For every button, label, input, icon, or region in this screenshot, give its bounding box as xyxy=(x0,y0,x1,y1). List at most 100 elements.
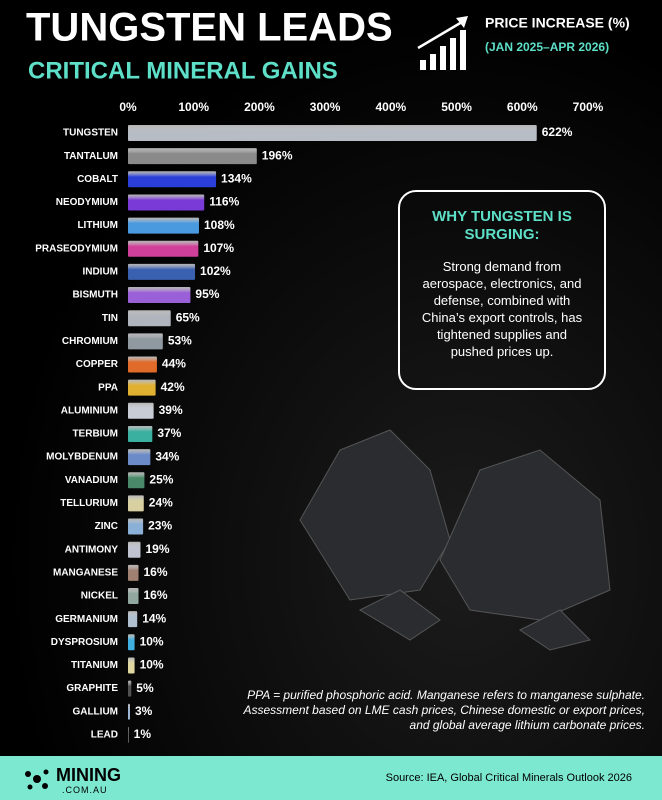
value-label: 23% xyxy=(148,519,172,533)
category-label: TANTALUM xyxy=(64,151,118,162)
value-label: 34% xyxy=(155,449,179,463)
legend-title: PRICE INCREASE (%) xyxy=(485,15,630,31)
bar xyxy=(128,194,205,211)
category-label: NEODYMIUM xyxy=(56,197,118,208)
bar xyxy=(128,425,153,442)
value-label: 95% xyxy=(195,287,219,301)
rocks xyxy=(299,429,611,651)
callout: WHY TUNGSTEN IS SURGING: Strong demand f… xyxy=(398,190,606,390)
value-label: 14% xyxy=(142,611,166,625)
x-tick-label: 100% xyxy=(178,100,209,114)
value-label: 65% xyxy=(176,310,200,324)
category-label: COPPER xyxy=(76,359,119,370)
callout-text: Strong demand from aerospace, electronic… xyxy=(421,259,583,359)
value-label: 16% xyxy=(144,565,168,579)
category-label: DYSPROSIUM xyxy=(51,637,118,648)
growth-icon xyxy=(417,16,468,70)
bar xyxy=(128,611,138,628)
value-label: 37% xyxy=(157,426,181,440)
category-label: CHROMIUM xyxy=(62,336,118,347)
bar xyxy=(128,217,199,234)
value-label: 10% xyxy=(140,634,164,648)
bar xyxy=(128,402,154,419)
bar xyxy=(128,495,144,512)
category-label: TERBIUM xyxy=(72,429,118,440)
value-label: 134% xyxy=(221,171,252,185)
value-label: 39% xyxy=(159,403,183,417)
subtitle: CRITICAL MINERAL GAINS xyxy=(28,57,338,84)
bar xyxy=(128,148,257,165)
brand: MINING xyxy=(56,765,121,785)
title: TUNGSTEN LEADS xyxy=(26,6,393,50)
x-tick-label: 300% xyxy=(310,100,341,114)
value-label: 102% xyxy=(200,264,231,278)
category-label: PPA xyxy=(98,382,118,393)
category-label: TUNGSTEN xyxy=(63,128,118,139)
bar xyxy=(128,449,151,466)
bar xyxy=(128,541,141,558)
category-label: GALLIUM xyxy=(72,706,118,717)
bar xyxy=(128,472,145,489)
value-label: 1% xyxy=(134,727,152,741)
value-label: 108% xyxy=(204,218,235,232)
source: Source: IEA, Global Critical Minerals Ou… xyxy=(385,772,632,784)
category-label: COBALT xyxy=(77,174,118,185)
bar xyxy=(128,356,157,373)
category-label: ALUMINIUM xyxy=(61,405,118,416)
bar xyxy=(128,564,139,581)
value-label: 196% xyxy=(262,148,293,162)
bar xyxy=(128,518,144,535)
callout-title: WHY TUNGSTEN IS SURGING: xyxy=(432,208,572,243)
category-label: BISMUTH xyxy=(72,290,118,301)
value-label: 53% xyxy=(168,334,192,348)
value-label: 622% xyxy=(542,125,573,139)
value-label: 44% xyxy=(162,357,186,371)
category-label: TIN xyxy=(102,313,118,324)
x-tick-label: 500% xyxy=(441,100,472,114)
bar xyxy=(128,263,196,280)
bar xyxy=(128,240,199,257)
category-label: ZINC xyxy=(95,521,118,532)
category-label: VANADIUM xyxy=(65,475,118,486)
category-label: MANGANESE xyxy=(53,567,118,578)
category-label: ANTIMONY xyxy=(65,544,119,555)
category-label: GERMANIUM xyxy=(55,614,118,625)
value-label: 10% xyxy=(140,658,164,672)
bar xyxy=(128,333,163,350)
value-label: 16% xyxy=(144,588,168,602)
x-tick-label: 200% xyxy=(244,100,275,114)
bar xyxy=(128,588,139,604)
category-label: LITHIUM xyxy=(77,220,118,231)
brand-sub: .COM.AU xyxy=(62,785,108,795)
value-label: 3% xyxy=(135,704,153,718)
period: (JAN 2025–APR 2026) xyxy=(485,40,609,54)
bar xyxy=(128,703,130,720)
bar xyxy=(128,726,129,743)
category-label: INDIUM xyxy=(82,267,118,278)
bar xyxy=(128,379,156,396)
bar xyxy=(128,657,135,674)
value-label: 25% xyxy=(149,472,173,486)
bar xyxy=(128,125,537,141)
category-label: TITANIUM xyxy=(71,660,118,671)
footnote: PPA = purified phosphoric acid. Manganes… xyxy=(243,688,645,732)
x-tick-label: 400% xyxy=(376,100,407,114)
value-label: 42% xyxy=(161,380,185,394)
category-label: TELLURIUM xyxy=(60,498,118,509)
x-tick-label: 700% xyxy=(573,100,604,114)
bar xyxy=(128,634,135,651)
value-label: 24% xyxy=(149,496,173,510)
category-label: LEAD xyxy=(91,730,118,741)
bar xyxy=(128,287,191,304)
value-label: 116% xyxy=(209,195,239,209)
bar xyxy=(128,171,217,188)
value-label: 19% xyxy=(145,542,169,556)
category-label: NICKEL xyxy=(81,591,118,602)
x-tick-label: 600% xyxy=(507,100,538,114)
x-tick-label: 0% xyxy=(119,100,137,114)
category-label: PRASEODYMIUM xyxy=(35,243,118,254)
value-label: 107% xyxy=(203,241,234,255)
logo-icon xyxy=(25,769,49,790)
